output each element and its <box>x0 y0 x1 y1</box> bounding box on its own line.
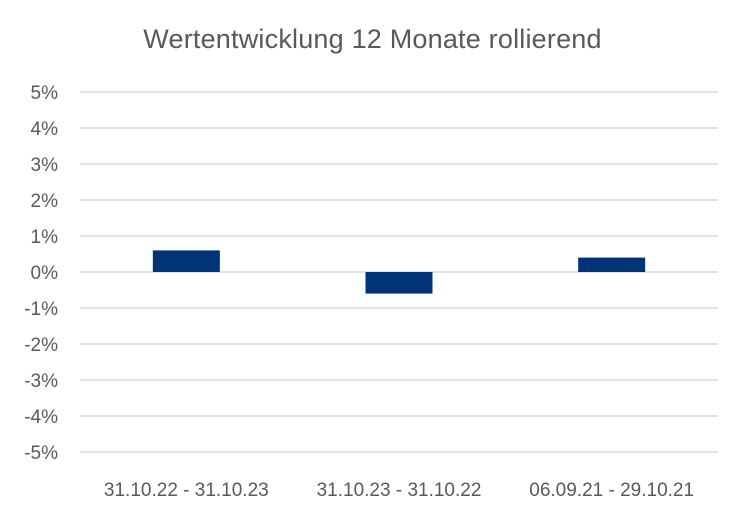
y-tick-label: 1% <box>31 227 59 248</box>
bar <box>152 250 220 272</box>
y-tick-label: -3% <box>24 371 58 392</box>
y-tick-label: 5% <box>31 83 59 104</box>
x-tick-label: 31.10.23 - 31.10.22 <box>317 480 482 501</box>
x-tick-label: 06.09.21 - 29.10.21 <box>529 480 694 501</box>
y-tick-label: -2% <box>24 335 58 356</box>
y-tick-label: 4% <box>31 119 59 140</box>
bar <box>365 272 433 294</box>
y-tick-label: 2% <box>31 191 59 212</box>
x-tick-label: 31.10.22 - 31.10.23 <box>104 480 269 501</box>
y-tick-label: 0% <box>31 263 59 284</box>
y-tick-label: -4% <box>24 407 58 428</box>
chart-title: Wertentwicklung 12 Monate rollierend <box>143 24 602 54</box>
y-tick-label: -5% <box>24 443 58 464</box>
y-tick-label: 3% <box>31 155 59 176</box>
bar <box>578 257 646 272</box>
y-tick-label: -1% <box>24 299 58 320</box>
